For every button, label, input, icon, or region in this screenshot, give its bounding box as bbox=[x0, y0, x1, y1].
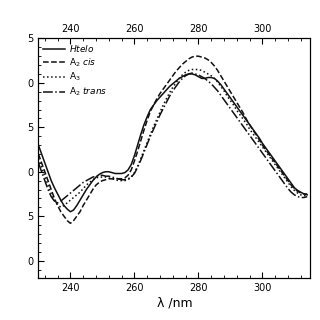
A$_2$ $\it{trans}$ bbox=[305, 195, 309, 198]
A$_3$ bbox=[174, 81, 178, 85]
A$_3$ bbox=[305, 194, 309, 198]
A$_2$ $\it{trans}$ bbox=[123, 178, 127, 182]
A$_2$ $\it{trans}$ bbox=[132, 172, 136, 175]
A$_2$ $\it{trans}$ bbox=[84, 179, 88, 182]
A$_2$ $\it{cis}$ bbox=[84, 198, 88, 202]
Line: A$_2$ $\it{trans}$: A$_2$ $\it{trans}$ bbox=[38, 73, 307, 203]
A$_2$ $\it{cis}$ bbox=[36, 152, 40, 156]
$\it{Htelo}$ bbox=[36, 143, 40, 147]
$\it{Htelo}$ bbox=[123, 171, 127, 174]
$\it{Htelo}$ bbox=[132, 154, 136, 158]
A$_3$ bbox=[190, 68, 194, 71]
$\it{Htelo}$ bbox=[174, 79, 178, 83]
A$_2$ $\it{trans}$ bbox=[190, 71, 194, 75]
A$_2$ $\it{cis}$ bbox=[305, 192, 309, 196]
$\it{Htelo}$ bbox=[120, 172, 124, 175]
A$_3$ bbox=[120, 179, 124, 182]
$\it{Htelo}$ bbox=[305, 193, 309, 197]
$\it{Htelo}$ bbox=[84, 188, 88, 191]
A$_3$ bbox=[84, 183, 88, 187]
A$_2$ $\it{cis}$ bbox=[193, 54, 197, 58]
A$_2$ $\it{cis}$ bbox=[174, 69, 178, 73]
A$_2$ $\it{trans}$ bbox=[36, 161, 40, 165]
A$_2$ $\it{cis}$ bbox=[68, 221, 72, 225]
Legend: $\it{Htelo}$, A$_2$ $\it{cis}$, A$_3$, A$_2$ $\it{trans}$: $\it{Htelo}$, A$_2$ $\it{cis}$, A$_3$, A… bbox=[41, 41, 109, 100]
$\it{Htelo}$ bbox=[187, 72, 191, 76]
A$_2$ $\it{trans}$ bbox=[120, 178, 124, 182]
A$_3$ bbox=[296, 191, 300, 195]
A$_2$ $\it{cis}$ bbox=[120, 177, 124, 181]
A$_2$ $\it{trans}$ bbox=[56, 201, 60, 205]
A$_2$ $\it{trans}$ bbox=[296, 195, 300, 198]
A$_2$ $\it{cis}$ bbox=[296, 189, 300, 193]
A$_3$ bbox=[36, 156, 40, 160]
Line: $\it{Htelo}$: $\it{Htelo}$ bbox=[38, 74, 307, 212]
A$_3$ bbox=[59, 205, 63, 209]
$\it{Htelo}$ bbox=[68, 210, 72, 214]
Line: A$_3$: A$_3$ bbox=[38, 69, 307, 207]
$\it{Htelo}$ bbox=[296, 188, 300, 192]
A$_3$ bbox=[132, 171, 136, 174]
A$_3$ bbox=[123, 179, 127, 182]
X-axis label: λ /nm: λ /nm bbox=[156, 296, 192, 309]
Line: A$_2$ $\it{cis}$: A$_2$ $\it{cis}$ bbox=[38, 56, 307, 223]
A$_2$ $\it{cis}$ bbox=[132, 159, 136, 163]
A$_2$ $\it{cis}$ bbox=[123, 176, 127, 180]
A$_2$ $\it{trans}$ bbox=[174, 84, 178, 88]
